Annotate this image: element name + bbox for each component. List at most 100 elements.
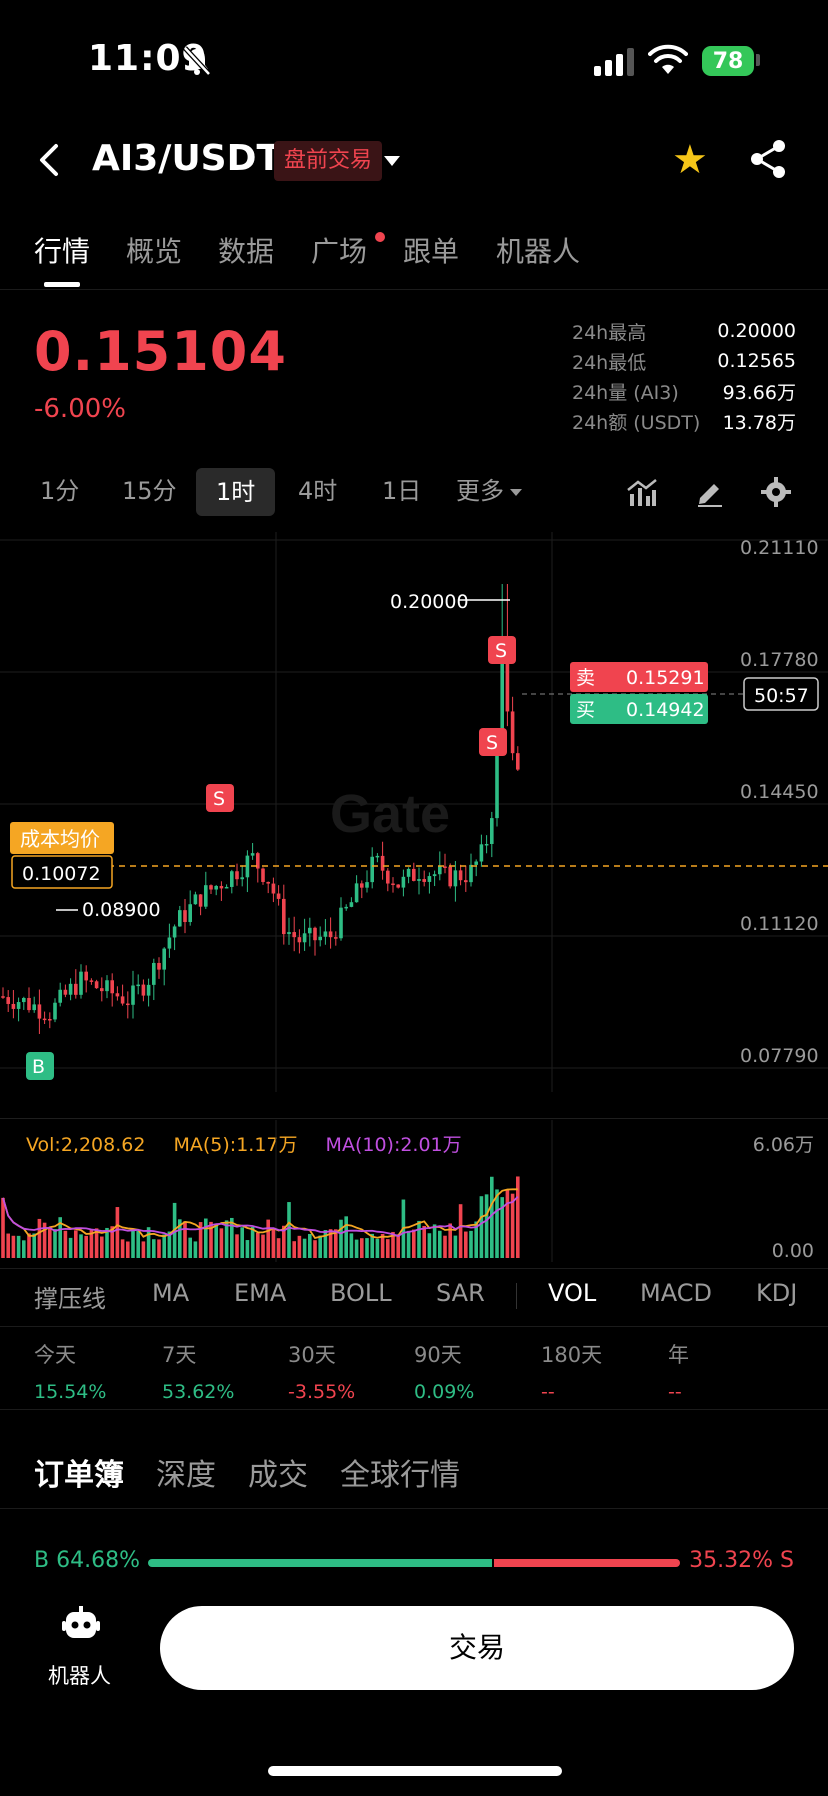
candle-body — [328, 931, 333, 938]
volume-bar — [250, 1226, 255, 1258]
volume-bar — [432, 1224, 437, 1258]
candle-body — [318, 936, 322, 941]
candle-body — [100, 988, 104, 992]
volume-bar — [328, 1229, 333, 1258]
candle-body — [224, 886, 229, 889]
volume-bar — [380, 1233, 385, 1258]
indicator-bar: 撑压线 MA EMA BOLL SAR VOL MACD KDJ — [0, 1268, 828, 1324]
pair-dropdown-icon[interactable] — [384, 156, 400, 166]
candle-body — [334, 937, 338, 939]
candle-body — [42, 1018, 47, 1021]
volume-bar — [79, 1234, 83, 1258]
candle-body — [297, 937, 302, 943]
interval-1m[interactable]: 1分 — [40, 477, 80, 505]
y-tick-label: 0.21110 — [740, 537, 819, 559]
candle-body — [313, 927, 317, 941]
indicator-vol[interactable]: VOL — [548, 1279, 597, 1307]
candle-body — [79, 971, 83, 995]
volume-bar — [453, 1235, 458, 1258]
volume-bar — [120, 1239, 125, 1258]
volume-bar — [100, 1236, 104, 1258]
candle-body — [406, 868, 411, 877]
candle-body — [474, 861, 478, 865]
indicator-support[interactable]: 撑压线 — [34, 1285, 106, 1313]
favorite-star-icon[interactable]: ★ — [672, 137, 708, 183]
interval-1d[interactable]: 1日 — [382, 477, 422, 505]
vol-ma10: MA(10):2.01万 — [325, 1134, 462, 1156]
high-price-label: 0.20000 — [390, 591, 469, 613]
candle-body — [510, 711, 515, 754]
premarket-badge: 盘前交易 — [274, 141, 383, 181]
candle-body — [53, 1002, 57, 1020]
settings-gear-icon[interactable] — [760, 476, 792, 508]
ask-price-tag[interactable]: 卖 0.15291 — [570, 662, 708, 692]
orderbook-divider — [0, 1508, 828, 1509]
cost-average-label: 成本均价 — [20, 827, 100, 851]
tab-overview[interactable]: 概览 — [126, 235, 183, 268]
tab-data[interactable]: 数据 — [218, 235, 275, 268]
svg-text:买: 买 — [576, 699, 595, 721]
x-tick-label: 07-21 13:00 — [2, 1089, 118, 1092]
buy-marker[interactable]: B — [26, 1052, 54, 1080]
tab-orderbook[interactable]: 订单簿 — [34, 1458, 124, 1493]
robot-label[interactable]: 机器人 — [48, 1664, 111, 1688]
notification-dot — [375, 232, 385, 242]
stat-row: 24h量 (AI3) 93.66万 — [572, 381, 796, 404]
cost-average-value: 0.10072 — [22, 863, 101, 885]
main-tabs: 行情 概览 数据 广场 跟单 机器人 — [0, 222, 828, 290]
price-chart[interactable]: Gate 0.21110 0.17780 0.14450 0.11120 0.07790… — [0, 532, 828, 1092]
sell-marker[interactable]: S — [479, 728, 507, 756]
candle-body — [396, 884, 400, 888]
candle-body — [214, 885, 218, 890]
interval-4h[interactable]: 4时 — [298, 477, 338, 505]
candle-body — [271, 883, 276, 894]
robot-icon[interactable] — [62, 1606, 100, 1644]
indicator-kdj[interactable]: KDJ — [756, 1279, 798, 1307]
tab-depth[interactable]: 深度 — [156, 1458, 216, 1493]
stat-row: 24h最低 0.12565 — [572, 350, 796, 374]
candle-body — [464, 880, 468, 883]
candle-body — [250, 853, 255, 856]
volume-bar — [349, 1233, 354, 1258]
tab-square[interactable]: 广场 — [311, 235, 368, 268]
volume-bar — [308, 1233, 312, 1258]
indicator-boll[interactable]: BOLL — [330, 1279, 392, 1307]
draw-pen-icon[interactable] — [694, 476, 726, 508]
tab-market[interactable]: 行情 — [34, 235, 91, 268]
indicator-sar[interactable]: SAR — [436, 1279, 485, 1307]
tab-global-market[interactable]: 全球行情 — [340, 1458, 460, 1493]
trade-button[interactable]: 交易 — [160, 1606, 794, 1690]
candle-body — [11, 1003, 16, 1009]
y-tick-label: 0.14450 — [740, 781, 819, 803]
interval-15m[interactable]: 15分 — [122, 477, 177, 505]
indicator-chart-icon[interactable] — [626, 476, 658, 508]
candle-body — [245, 855, 250, 878]
sell-ratio: 35.32% S — [689, 1548, 794, 1573]
sell-marker[interactable]: S — [488, 636, 516, 664]
indicator-ma[interactable]: MA — [152, 1279, 190, 1307]
candle-body — [126, 1003, 130, 1006]
indicator-macd[interactable]: MACD — [640, 1279, 712, 1307]
tab-copy-trading[interactable]: 跟单 — [403, 235, 460, 268]
volume-bar — [63, 1230, 68, 1258]
performance-row: 今天 15.54% 7天 53.62% 30天 -3.55% 90天 0.09% 180… — [0, 1326, 828, 1410]
interval-more[interactable]: 更多 — [456, 472, 522, 510]
stats-24h: 24h最高 0.20000 24h最低 0.12565 24h量 (AI3) 93.6… — [572, 316, 796, 436]
bid-price-tag[interactable]: 买 0.14942 — [570, 694, 708, 724]
share-icon[interactable] — [748, 138, 788, 180]
volume-bar — [167, 1231, 172, 1258]
tab-trades[interactable]: 成交 — [248, 1458, 308, 1493]
candle-body — [136, 984, 140, 987]
back-arrow-icon[interactable] — [30, 140, 70, 180]
indicator-ema[interactable]: EMA — [234, 1279, 287, 1307]
ma10-line — [2, 1195, 519, 1238]
pair-title[interactable]: AI3/USDT — [92, 138, 282, 179]
vol-axis-bottom: 0.00 — [771, 1240, 814, 1262]
x-tick-label: 07-25 17:00 — [218, 1089, 334, 1092]
tab-bots[interactable]: 机器人 — [496, 235, 581, 268]
candle-body — [6, 997, 10, 1004]
volume-bar — [230, 1217, 234, 1258]
interval-1h[interactable]: 1时 — [196, 468, 276, 516]
sell-marker[interactable]: S — [206, 784, 234, 812]
volume-bar — [58, 1217, 62, 1258]
